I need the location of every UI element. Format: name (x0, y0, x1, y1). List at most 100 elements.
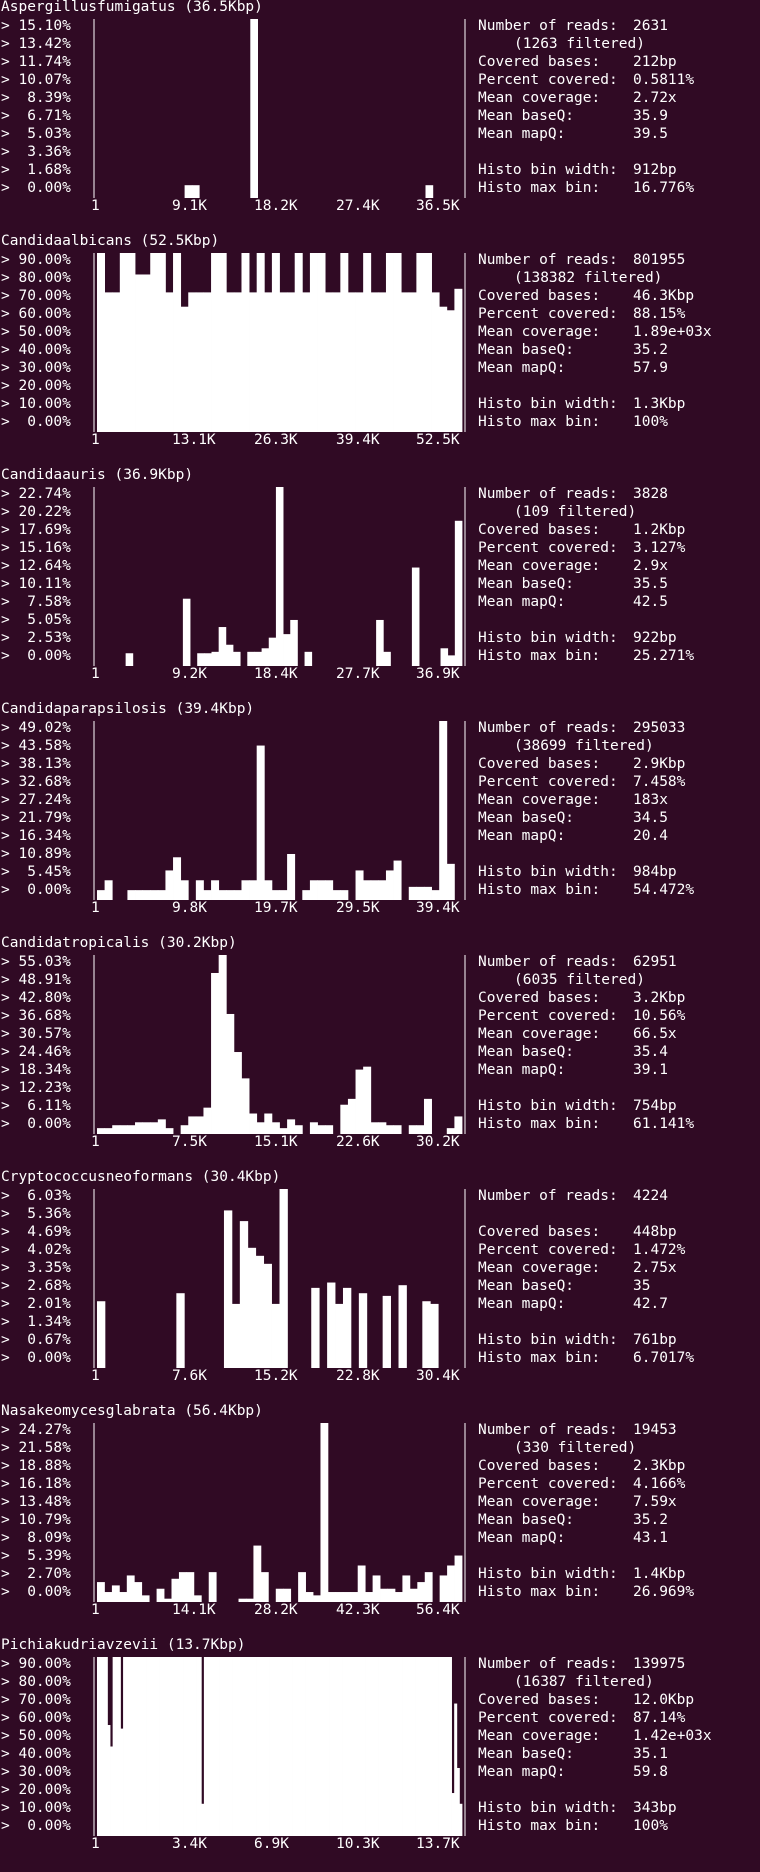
histogram (93, 955, 466, 1134)
histogram-bar (97, 1582, 105, 1602)
histogram-bar (229, 1657, 233, 1836)
stat-value: (6035 filtered) (514, 972, 645, 988)
histogram (93, 19, 466, 198)
histogram-bar (123, 1657, 127, 1836)
histogram-bar (125, 1657, 129, 1836)
stat-value: 59.8 (633, 1764, 668, 1780)
histogram-bar (191, 185, 200, 198)
histogram-bar (165, 292, 174, 432)
y-tick-label: > 43.58% (1, 738, 71, 754)
histogram-bar (440, 648, 449, 666)
histogram-bar (180, 880, 189, 900)
histogram-bar (401, 292, 410, 432)
histogram-bar (188, 1657, 192, 1836)
x-tick-label: 9.1K (172, 198, 207, 214)
y-tick-label: > 13.42% (1, 36, 71, 52)
stat-value: 35.2 (633, 1512, 668, 1528)
stat-label: Mean mapQ: (478, 594, 566, 610)
stat-value: 761bp (633, 1332, 677, 1348)
histogram-bar (126, 1575, 135, 1602)
histogram-bar (223, 1210, 233, 1368)
stat-label: Histo max bin: (478, 1350, 601, 1366)
y-tick-label: > 24.46% (1, 1044, 71, 1060)
y-tick-label: > 27.24% (1, 792, 71, 808)
histogram-bar (448, 1657, 452, 1836)
histogram (93, 721, 466, 900)
y-tick-label: > 10.11% (1, 576, 71, 592)
histogram-bar (340, 1104, 349, 1134)
histogram-bar (383, 651, 391, 666)
histogram-bar (396, 1657, 400, 1836)
stat-label: Mean coverage: (478, 1026, 601, 1042)
x-tick-label: 22.8K (336, 1368, 380, 1384)
histogram-bar (135, 890, 144, 900)
stat-value: 66.5x (633, 1026, 677, 1042)
histogram-bar (172, 1657, 176, 1836)
coverage-panel: Candidaparapsilosis (39.4Kbp) > 49.02% > 4… (0, 701, 760, 936)
stat-value: 1.89e+03x (633, 324, 712, 340)
histogram-bar (119, 1125, 128, 1134)
histogram-bar (446, 863, 455, 900)
stat-value: 984bp (633, 864, 677, 880)
stat-label: Histo max bin: (478, 1584, 601, 1600)
stat-value: 20.4 (633, 828, 668, 844)
x-tick-label: 28.2K (254, 1602, 298, 1618)
histogram-bar (329, 1657, 333, 1836)
histogram-bar (344, 1657, 348, 1836)
histogram-bar (417, 1657, 421, 1836)
x-tick-label: 29.5K (336, 900, 380, 916)
stat-value: 2.75x (633, 1260, 677, 1276)
stat-value: 87.14% (633, 1710, 686, 1726)
x-tick-label: 27.4K (336, 198, 380, 214)
histogram-bar (415, 1657, 419, 1836)
histogram-bar (378, 1657, 382, 1836)
histogram-bar (302, 890, 311, 900)
stat-value: 35.5 (633, 576, 668, 592)
histogram-bar (136, 1657, 140, 1836)
y-tick-label: > 10.00% (1, 396, 71, 412)
stat-label: Mean coverage: (478, 1260, 601, 1276)
x-tick-label: 39.4K (416, 900, 460, 916)
histogram-bar (99, 1657, 103, 1836)
histogram-bar (193, 1657, 197, 1836)
histogram-bar (219, 1657, 223, 1836)
x-tick-label: 10.3K (336, 1836, 380, 1852)
y-tick-label: > 49.02% (1, 720, 71, 736)
coverage-panel: Nasakeomycesglabrata (56.4Kbp) > 24.27% > … (0, 1403, 760, 1638)
histogram-bar (111, 1585, 120, 1602)
histogram-bar (387, 1588, 396, 1602)
histogram-bar (157, 890, 166, 900)
histogram-bar (241, 1078, 250, 1134)
histogram-bar (226, 890, 235, 900)
histogram-bar (247, 651, 255, 666)
histogram-bar (211, 1657, 215, 1836)
histogram-bar (298, 1572, 306, 1602)
histogram-bar (317, 880, 326, 900)
histogram-bar (178, 1572, 187, 1602)
y-tick-label: > 10.89% (1, 846, 71, 862)
stat-label: Mean mapQ: (478, 126, 566, 142)
histogram-bar (171, 1578, 180, 1602)
histogram-bar (295, 1657, 299, 1836)
y-tick-label: > 7.58% (1, 594, 71, 610)
histogram-bar (232, 1657, 236, 1836)
histogram-bar (227, 1657, 231, 1836)
histogram-bar (347, 292, 356, 432)
x-tick-label: 1 (91, 1134, 100, 1150)
stat-label: Percent covered: (478, 1008, 618, 1024)
histogram-bar (357, 1565, 366, 1602)
histogram-bar (287, 1119, 296, 1134)
chart-title: Aspergillusfumigatus (36.5Kbp) (1, 0, 263, 15)
stat-label: Mean coverage: (478, 1494, 601, 1510)
histogram-bar (204, 653, 212, 666)
x-tick-label: 22.6K (336, 1134, 380, 1150)
histogram-bar (119, 253, 128, 432)
x-tick-label: 1 (91, 1836, 100, 1852)
x-tick-label: 7.5K (172, 1134, 207, 1150)
histogram-bar (164, 1657, 168, 1836)
y-tick-label: > 90.00% (1, 1656, 71, 1672)
histogram-bar (370, 880, 379, 900)
histogram-bar (157, 1119, 166, 1134)
histogram-bar (198, 1657, 202, 1836)
stat-value: 1.3Kbp (633, 396, 686, 412)
